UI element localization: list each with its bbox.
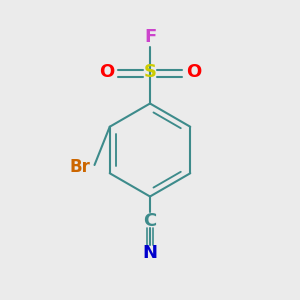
Text: Br: Br [69, 158, 90, 175]
Text: S: S [143, 63, 157, 81]
Text: N: N [142, 244, 158, 262]
Text: F: F [144, 28, 156, 46]
Text: O: O [186, 63, 201, 81]
Text: C: C [143, 212, 157, 230]
Text: O: O [99, 63, 114, 81]
